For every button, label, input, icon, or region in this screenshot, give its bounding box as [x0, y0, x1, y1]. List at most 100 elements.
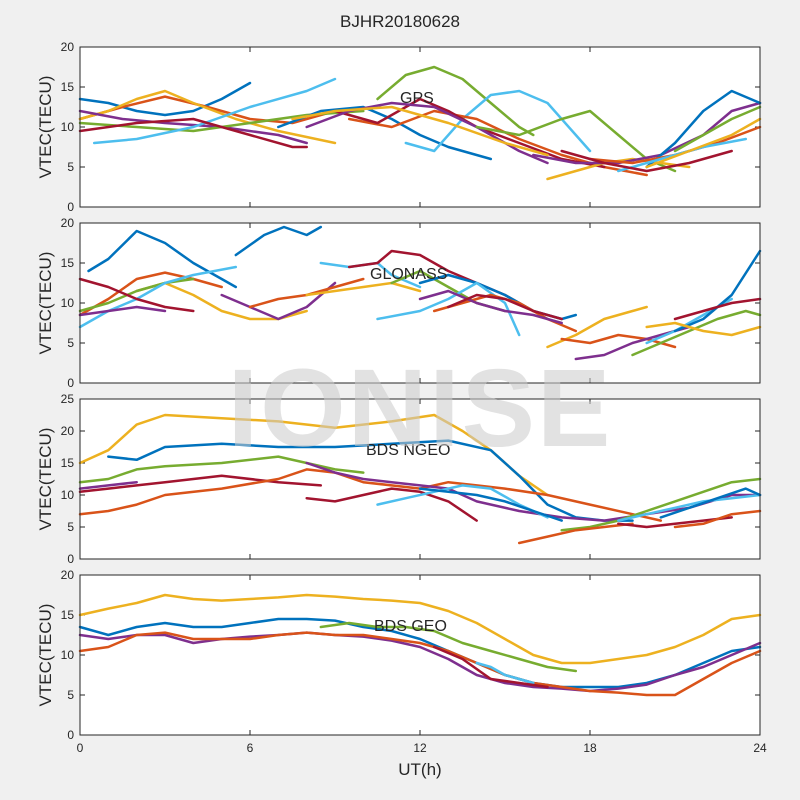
y-axis-label: VTEC(TECU): [36, 252, 55, 355]
series-line: [78, 468, 663, 522]
y-axis-label: VTEC(TECU): [36, 76, 55, 179]
y-axis-label: VTEC(TECU): [36, 428, 55, 531]
series-line: [305, 487, 478, 522]
y-tick-label: 10: [61, 648, 75, 662]
series-line: [78, 89, 337, 145]
series-line: [673, 105, 762, 153]
y-tick-label: 10: [61, 120, 75, 134]
y-tick-label: 0: [67, 552, 74, 566]
series-line: [305, 281, 422, 297]
series-line: [319, 621, 578, 673]
series-line: [432, 645, 549, 689]
y-tick-label: 20: [61, 40, 75, 54]
x-tick-label: 0: [77, 741, 84, 755]
series-line: [447, 293, 563, 321]
y-tick-label: 15: [61, 608, 75, 622]
y-tick-label: 20: [61, 216, 75, 230]
axes-border: [79, 222, 761, 384]
y-tick-label: 10: [61, 296, 75, 310]
series-line: [645, 321, 762, 337]
series-line: [78, 631, 762, 693]
series-line: [78, 109, 308, 145]
y-tick-label: 0: [67, 200, 74, 214]
series-line: [475, 661, 535, 685]
series-line: [78, 617, 762, 689]
series-line: [277, 105, 493, 161]
series-line: [631, 309, 762, 357]
series-line: [659, 487, 762, 519]
series-line: [673, 509, 762, 529]
series-line: [560, 477, 762, 532]
series-line: [78, 277, 195, 313]
panel-gps: 0 5 10 15 20 GPS VTEC(TECU): [36, 40, 762, 214]
series-line: [78, 271, 223, 317]
series-line: [78, 631, 762, 697]
y-tick-label: 0: [67, 728, 74, 742]
chart-title: BJHR20180628: [339, 12, 461, 31]
series-line: [78, 81, 252, 117]
series-line: [376, 281, 521, 337]
y-tick-label: 0: [67, 376, 74, 390]
series-line: [617, 493, 762, 522]
x-tick-label: 12: [413, 741, 427, 755]
series-line: [87, 229, 238, 289]
panel-label: GLONASS: [370, 266, 447, 283]
series-line: [376, 484, 549, 519]
series-line: [78, 593, 762, 665]
y-tick-label: 25: [61, 392, 75, 406]
axes-background: [80, 223, 760, 383]
y-tick-label: 5: [67, 520, 74, 534]
series-line: [517, 522, 634, 545]
panel-label: BDS GEO: [374, 618, 447, 635]
series-line: [78, 117, 308, 149]
axes-border: [79, 398, 761, 560]
y-tick-label: 15: [61, 80, 75, 94]
series-line: [220, 281, 337, 321]
axes-background: [80, 575, 760, 735]
panel-label: BDS NGEO: [366, 442, 450, 459]
x-tick-label: 6: [247, 741, 254, 755]
series-line: [234, 225, 323, 257]
series-line: [92, 77, 337, 145]
panel-glonass: 0 5 10 15 20 GLONASS VTEC(TECU): [36, 216, 762, 390]
series-line: [560, 333, 677, 349]
y-axis-label: VTEC(TECU): [36, 604, 55, 707]
x-tick-label: 24: [753, 741, 767, 755]
y-tick-label: 5: [67, 336, 74, 350]
series-line: [305, 461, 762, 522]
series-line: [78, 474, 323, 494]
series-line: [78, 277, 195, 313]
panel-label: GPS: [400, 90, 434, 107]
y-tick-label: 5: [67, 160, 74, 174]
y-tick-label: 15: [61, 456, 75, 470]
series-line: [404, 89, 592, 153]
series-line: [560, 149, 733, 173]
y-tick-label: 20: [61, 424, 75, 438]
series-line: [78, 265, 238, 329]
series-line: [291, 105, 549, 157]
series-line: [645, 89, 762, 169]
panel-bds-geo: 0 5 10 15 20 BDS GEO VTEC(TECU): [36, 568, 762, 742]
series-line: [107, 439, 634, 522]
series-line: [645, 117, 762, 169]
series-line: [78, 480, 138, 490]
y-tick-label: 10: [61, 488, 75, 502]
series-line: [475, 109, 677, 173]
axes-border: [79, 574, 761, 736]
y-tick-label: 20: [61, 568, 75, 582]
axes-border: [79, 46, 761, 208]
x-axis-label: UT(h): [398, 760, 442, 779]
series-line: [78, 305, 167, 317]
x-tick-label: 18: [583, 741, 597, 755]
panel-bds-ngeo: 0 5 10 15 20 25 BDS NGEO VTEC(TECU): [36, 392, 762, 566]
series-line: [78, 95, 337, 125]
axes-background: [80, 399, 760, 559]
series-line: [418, 289, 563, 325]
series-line: [376, 65, 535, 137]
series-line: [673, 297, 762, 321]
y-tick-label: 15: [61, 256, 75, 270]
y-tick-label: 5: [67, 688, 74, 702]
series-line: [418, 487, 563, 522]
series-line: [78, 455, 365, 484]
